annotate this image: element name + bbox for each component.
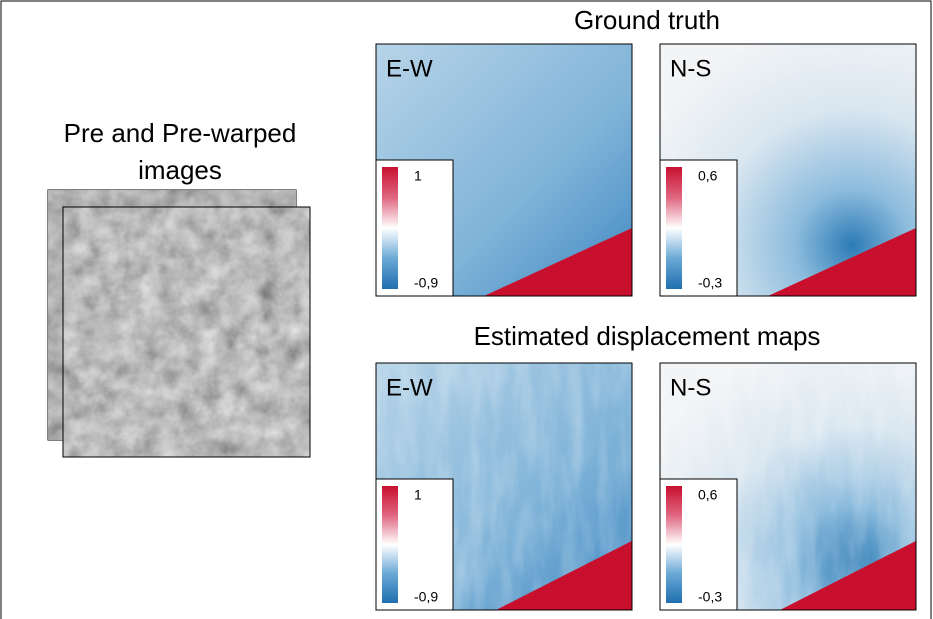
colorbar <box>382 486 398 603</box>
image-stack <box>48 190 310 457</box>
colorbar-min: -0,3 <box>698 589 722 605</box>
panel-label: E-W <box>386 55 433 82</box>
left-title: images <box>138 155 222 185</box>
section-title: Ground truth <box>574 5 720 35</box>
left-title: Pre and Pre-warped <box>64 118 297 148</box>
colorbar <box>666 486 682 603</box>
section-title: Estimated displacement maps <box>474 321 821 351</box>
panel-label: E-W <box>386 374 433 401</box>
colorbar-max: 0,6 <box>698 168 718 184</box>
colorbar-min: -0,9 <box>414 275 438 291</box>
figure: Pre and Pre-warped images Ground truth E-… <box>0 0 933 619</box>
colorbar-max: 1 <box>414 168 422 184</box>
colorbar-max: 0,6 <box>698 487 718 503</box>
panel-label: N-S <box>670 55 711 82</box>
colorbar <box>382 167 398 289</box>
colorbar-max: 1 <box>414 487 422 503</box>
colorbar-min: -0,9 <box>414 589 438 605</box>
colorbar <box>666 167 682 289</box>
colorbar-min: -0,3 <box>698 275 722 291</box>
panel-label: N-S <box>670 374 711 401</box>
